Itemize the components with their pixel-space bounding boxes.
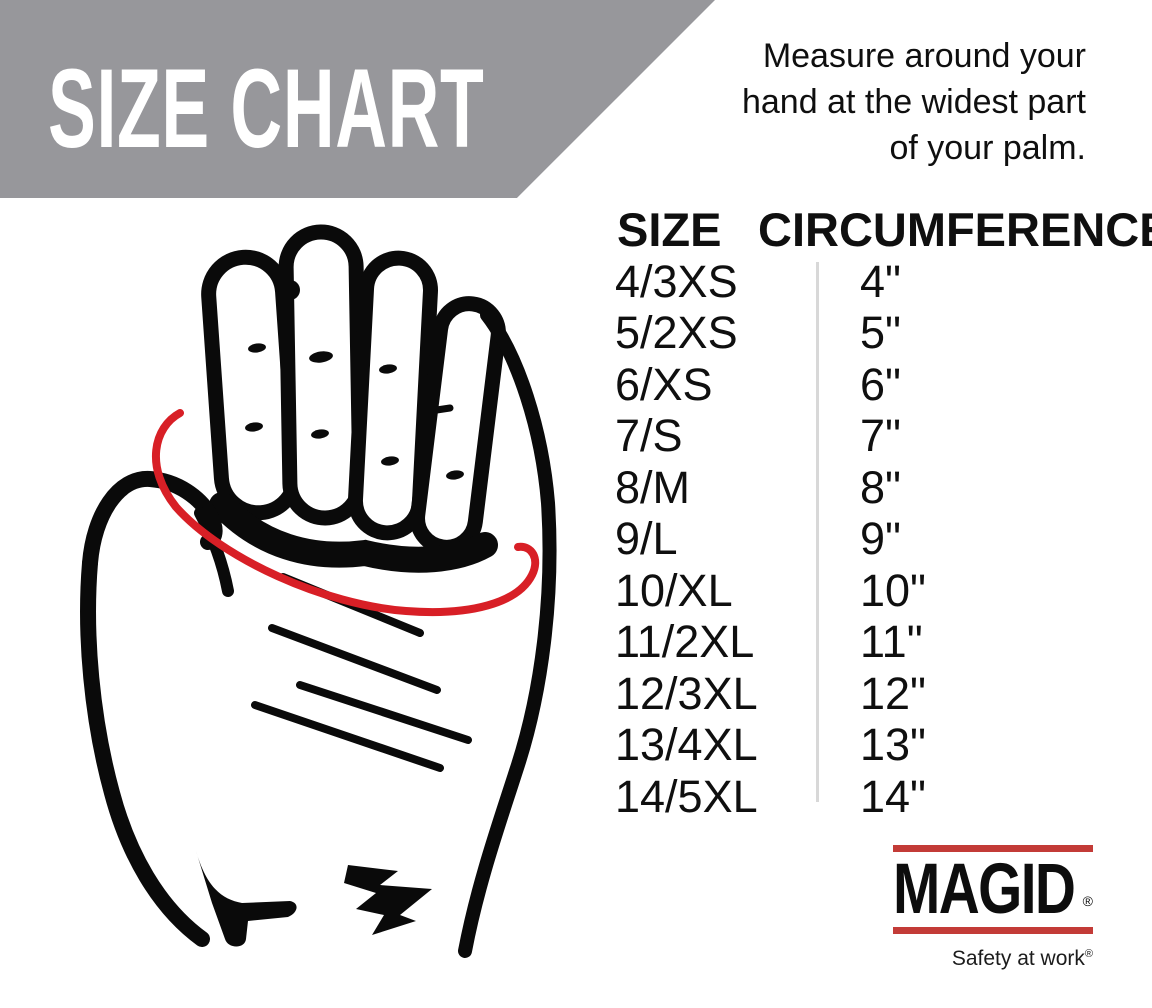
finger-valleys [280, 280, 441, 375]
hand-illustration [50, 215, 570, 975]
size-table: SIZE CIRCUMFERENCE 4/3XS 4" 5/2XS 5" 6/XS 6… [615, 202, 1152, 823]
table-row: 11/2XL 11" [615, 616, 1095, 669]
registered-trademark-icon: ® [1082, 893, 1093, 909]
knuckle-webbing [209, 492, 498, 573]
circumference-value: 8" [860, 461, 902, 513]
tagline-text: Safety at work [951, 947, 1085, 970]
logo-top-bar [893, 845, 1093, 852]
size-label: 14/5XL [615, 770, 758, 822]
size-label: 11/2XL [615, 616, 755, 668]
hand-drawing [80, 224, 557, 958]
header-size: SIZE [617, 203, 722, 256]
logo-tagline: Safety at work® [893, 947, 1093, 971]
table-row: 10/XL 10" [615, 565, 1095, 617]
magid-logo: MAGID ® Safety at work® [893, 845, 1093, 971]
header-circumference: CIRCUMFERENCE [758, 203, 1152, 256]
circumference-value: 10" [860, 564, 927, 616]
instruction-line: Measure around your [762, 37, 1086, 75]
column-divider [816, 262, 819, 802]
table-row: 8/M 8" [615, 462, 1095, 514]
size-label: 12/3XL [615, 667, 758, 719]
instruction-line: hand at the widest part [741, 83, 1086, 121]
logo-bottom-bar [893, 927, 1093, 934]
knuckle-dots [245, 343, 464, 480]
table-row: 12/3XL 12" [615, 668, 1095, 720]
table-rows: 4/3XS 4" 5/2XS 5" 6/XS 6" 7/S 7" 8/M 8" 9/L 9"… [615, 256, 1095, 823]
circumference-value: 9" [860, 513, 902, 565]
circumference-value: 7" [860, 410, 902, 462]
logo-wordmark-row: MAGID ® [893, 852, 1093, 927]
measuring-line [151, 409, 540, 617]
table-row: 6/XS 6" [615, 359, 1095, 411]
fingers [201, 224, 506, 555]
table-header: SIZE CIRCUMFERENCE [615, 202, 1152, 256]
size-label: 4/3XS [615, 255, 738, 307]
table-row: 14/5XL 14" [615, 771, 1095, 823]
size-label: 8/M [615, 461, 691, 513]
size-label: 7/S [615, 410, 683, 462]
wrist-marks [196, 851, 432, 947]
instruction-line: of your palm. [889, 129, 1086, 167]
circumference-value: 4" [860, 255, 902, 307]
page-title: SIZE CHART [48, 46, 485, 171]
table-row: 7/S 7" [615, 410, 1095, 463]
circumference-value: 11" [860, 616, 923, 668]
circumference-value: 13" [860, 719, 927, 771]
table-row: 4/3XS 4" [615, 256, 1095, 308]
circumference-value: 6" [860, 358, 902, 410]
table-row: 5/2XS 5" [615, 307, 1095, 360]
size-label: 5/2XS [615, 307, 738, 359]
circumference-value: 12" [860, 667, 927, 719]
size-label: 6/XS [615, 358, 713, 410]
size-label: 10/XL [615, 564, 733, 616]
table-row: 13/4XL 13" [615, 719, 1095, 772]
palm-outline [80, 308, 557, 958]
size-label: 13/4XL [615, 719, 758, 771]
instruction-text: Measure around your hand at the widest p… [742, 33, 1086, 171]
circumference-value: 14" [860, 770, 927, 822]
logo-wordmark: MAGID [893, 850, 1076, 929]
circumference-value: 5" [860, 307, 902, 359]
size-label: 9/L [615, 513, 678, 565]
table-row: 9/L 9" [615, 513, 1095, 566]
registered-trademark-icon: ® [1084, 948, 1093, 960]
